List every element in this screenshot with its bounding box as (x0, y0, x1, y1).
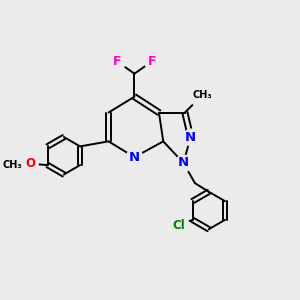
Text: N: N (129, 151, 140, 164)
Text: O: O (26, 157, 35, 170)
Text: CH₃: CH₃ (3, 160, 22, 170)
Text: F: F (148, 55, 156, 68)
Text: N: N (185, 130, 196, 143)
Text: N: N (178, 157, 189, 169)
Text: Cl: Cl (172, 218, 185, 232)
Text: F: F (113, 55, 122, 68)
Text: CH₃: CH₃ (192, 90, 212, 100)
